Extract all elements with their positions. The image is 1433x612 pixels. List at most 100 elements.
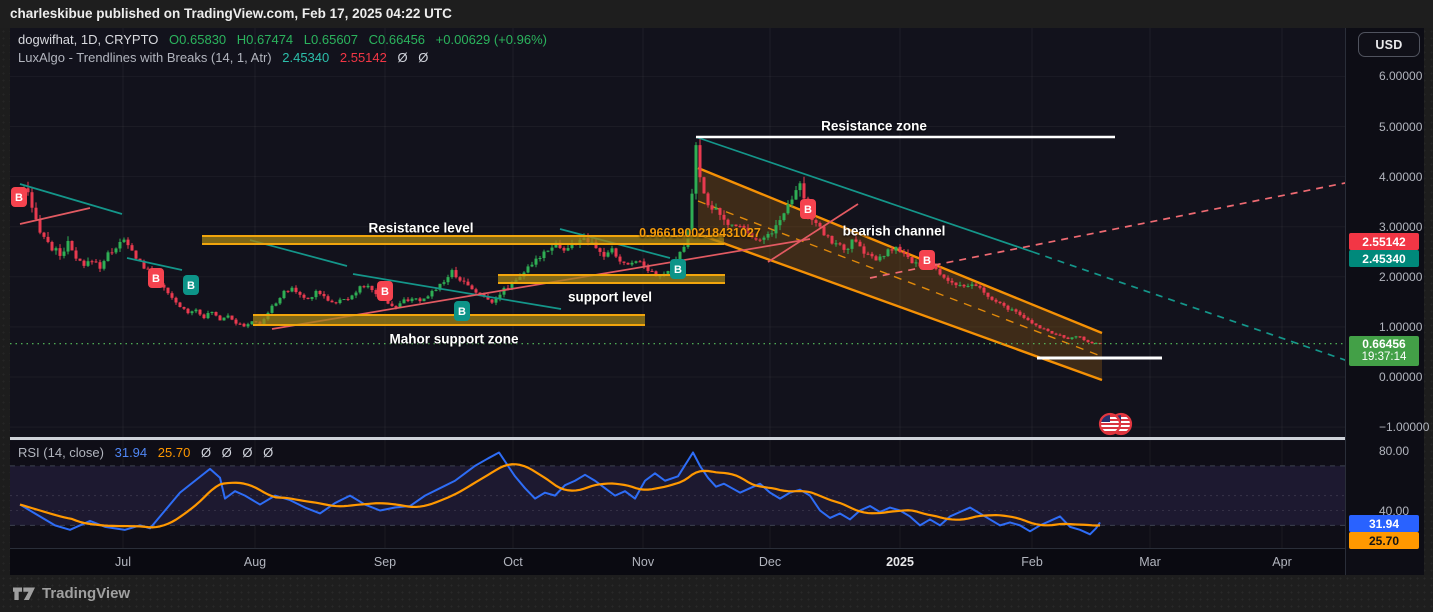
major-support-zone-label[interactable]: Mahor support zone — [389, 331, 519, 347]
rsi-zeros: Ø Ø Ø Ø — [200, 445, 274, 460]
publish-bar: charleskibue published on TradingView.co… — [0, 0, 1433, 28]
rsi-legend: RSI (14, close) 31.94 25.70 Ø Ø Ø Ø — [18, 445, 280, 460]
current-price-value: 0.66456 — [1362, 336, 1406, 351]
rsi-value-badge: 31.94 — [1349, 515, 1419, 532]
time-tick-label: Feb — [1021, 555, 1043, 569]
time-tick-label: Oct — [503, 555, 523, 569]
svg-text:B: B — [152, 273, 160, 285]
time-tick-label: Nov — [631, 555, 655, 569]
grid — [10, 28, 1345, 548]
indicator-title: LuxAlgo - Trendlines with Breaks (14, 1,… — [18, 50, 272, 65]
support-level-band[interactable] — [498, 274, 725, 284]
svg-text:B: B — [674, 264, 682, 276]
lower-trendline-badge: 2.45340 — [1349, 250, 1419, 267]
svg-text:B: B — [458, 306, 466, 318]
currency-toggle-button[interactable]: USD — [1358, 32, 1420, 57]
resistance-zone-label[interactable]: Resistance zone — [821, 118, 927, 134]
ohlc-high: H0.67474 — [236, 32, 294, 47]
svg-text:B: B — [923, 255, 931, 267]
rsi-tick-label: 40.00 — [1379, 503, 1410, 518]
bearish-channel-label[interactable]: bearish channel — [842, 223, 946, 239]
rsi-ma-line — [19, 463, 1101, 529]
teal-trendline-1 — [126, 257, 183, 271]
time-axis[interactable]: Jul Aug Sep Oct Nov Dec 2025 Feb Mar Apr — [10, 548, 1345, 576]
price-change: +0.00629 (+0.96%) — [435, 32, 547, 47]
tradingview-logo-icon[interactable] — [13, 586, 35, 602]
break-label-bull: B — [454, 301, 470, 321]
break-label-bull: B — [670, 259, 686, 279]
price-tick-label: 3.00000 — [1379, 219, 1423, 234]
publish-text: charleskibue published on TradingView.co… — [10, 6, 452, 21]
indicator-legend: LuxAlgo - Trendlines with Breaks (14, 1,… — [18, 50, 435, 65]
main-chart-pane[interactable] — [10, 28, 1345, 439]
resistance-level-band[interactable] — [202, 235, 724, 245]
svg-text:B: B — [187, 280, 195, 292]
price-tick-label: 1.00000 — [1379, 319, 1423, 334]
ohlc-close: C0.66456 — [368, 32, 426, 47]
main-series-group: B B B B B B B B — [10, 135, 1345, 436]
support-level-label[interactable]: support level — [567, 289, 653, 305]
us-flag-event-icon[interactable] — [1098, 412, 1133, 436]
current-price-badge: 0.66456 19:37:14 — [1349, 336, 1419, 367]
ohlc-open: O0.65830 — [169, 32, 227, 47]
channel-lower-line — [697, 232, 1103, 382]
indicator-value-lower: 2.45340 — [282, 50, 330, 65]
rsi-tick-label: 80.00 — [1379, 444, 1410, 458]
symbol-legend: dogwifhat, 1D, CRYPTO O0.65830 H0.67474 … — [18, 32, 554, 47]
break-label-bear: B — [377, 281, 393, 301]
indicator-value-upper: 2.55142 — [339, 50, 387, 65]
time-tick-label: Apr — [1272, 555, 1292, 569]
break-label-bear: B — [148, 268, 164, 288]
price-tick-label: 6.00000 — [1379, 69, 1423, 84]
rsi-line — [19, 451, 1101, 536]
channel-mid-line — [697, 200, 1103, 358]
time-tick-label: Sep — [373, 555, 397, 569]
tradingview-brand-text[interactable]: TradingView — [42, 585, 131, 602]
red-trendline-2 — [767, 203, 859, 263]
svg-text:B: B — [381, 286, 389, 298]
teal-trendline-3 — [352, 273, 562, 310]
break-label-bear: B — [11, 187, 27, 207]
rsi-value: 31.94 — [114, 445, 148, 460]
time-tick-label: Dec — [758, 555, 782, 569]
major-support-band[interactable] — [253, 314, 645, 326]
price-tick-label: 0.00000 — [1379, 370, 1423, 384]
time-tick-label: Aug — [243, 555, 267, 569]
svg-text:B: B — [804, 204, 812, 216]
rsi-group — [10, 451, 1345, 536]
symbol-title: dogwifhat, 1D, CRYPTO — [18, 32, 159, 47]
red-trendline-dashed-0 — [869, 182, 1345, 279]
trendline-price-label[interactable]: 0.9661900218431027 — [639, 226, 761, 240]
rsi-ma-badge: 25.70 — [1349, 532, 1419, 549]
svg-text:B: B — [15, 192, 23, 204]
upper-trendline-badge: 2.55142 — [1349, 233, 1419, 250]
indicator-zero-2: Ø — [418, 50, 429, 65]
break-label-bear: B — [800, 199, 816, 219]
bar-countdown: 19:37:14 — [1361, 351, 1407, 364]
price-chart-canvas[interactable]: B B B B B B B B — [10, 28, 1345, 575]
time-tick-label: Mar — [1139, 555, 1161, 569]
ohlc-low: L0.65607 — [303, 32, 359, 47]
price-tick-label: 5.00000 — [1379, 119, 1423, 134]
price-tick-label: 4.00000 — [1379, 169, 1423, 184]
price-tick-label: −1.00000 — [1379, 420, 1430, 435]
break-label-bear: B — [919, 250, 935, 270]
price-scale[interactable]: USD 6.00000 5.00000 4.00000 3.00000 2.00000 1… — [1345, 28, 1429, 575]
time-tick-label: 2025 — [886, 555, 914, 569]
indicator-zero-1: Ø — [397, 50, 408, 65]
bearish-channel-fill — [698, 168, 1102, 380]
teal-trendline-5 — [695, 136, 1034, 253]
pane-separator[interactable] — [10, 437, 1345, 440]
red-trendline-0 — [19, 207, 91, 225]
break-label-bull: B — [183, 275, 199, 295]
footer-bar: TradingView — [0, 575, 1433, 612]
time-tick-label: Jul — [115, 555, 131, 569]
rsi-title: RSI (14, close) — [18, 445, 104, 460]
teal-trendline-0 — [19, 183, 123, 215]
teal-trendline-dashed-0 — [1032, 251, 1345, 361]
rsi-ma-value: 25.70 — [157, 445, 191, 460]
resistance-level-label[interactable]: Resistance level — [368, 220, 474, 236]
price-tick-label: 2.00000 — [1379, 269, 1423, 284]
